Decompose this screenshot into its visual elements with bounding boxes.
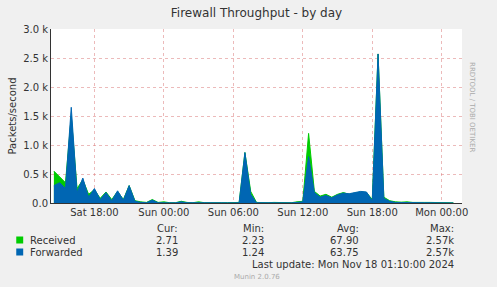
svg-text:Cur:: Cur: (157, 223, 178, 234)
svg-text:0.5 k: 0.5 k (23, 169, 48, 180)
svg-text:Mon 00:00: Mon 00:00 (415, 207, 468, 218)
svg-text:Sun 12:00: Sun 12:00 (277, 207, 328, 218)
svg-text:Firewall Throughput - by day: Firewall Throughput - by day (171, 6, 342, 20)
svg-text:Forwarded: Forwarded (30, 247, 83, 258)
svg-text:Last update: Mon Nov 18 01:10:: Last update: Mon Nov 18 01:10:00 2024 (252, 259, 454, 270)
svg-text:Packets/second: Packets/second (7, 78, 18, 155)
svg-text:RRDTOOL / TOBI OETIKER: RRDTOOL / TOBI OETIKER (468, 62, 476, 152)
svg-text:2.0 k: 2.0 k (23, 82, 48, 93)
svg-text:Munin 2.0.76: Munin 2.0.76 (234, 273, 280, 281)
svg-text:2.23: 2.23 (242, 235, 264, 246)
svg-text:Avg:: Avg: (337, 223, 359, 234)
svg-text:1.5 k: 1.5 k (23, 111, 48, 122)
svg-text:Sun 18:00: Sun 18:00 (347, 207, 398, 218)
svg-text:2.71: 2.71 (156, 235, 178, 246)
svg-text:Sun 00:00: Sun 00:00 (138, 207, 189, 218)
svg-text:3.0 k: 3.0 k (23, 24, 48, 35)
svg-text:Min:: Min: (243, 223, 264, 234)
svg-text:0.0: 0.0 (32, 198, 48, 209)
svg-text:2.57k: 2.57k (426, 247, 454, 258)
svg-text:Max:: Max: (430, 223, 454, 234)
svg-text:1.39: 1.39 (156, 247, 178, 258)
svg-text:Sun 06:00: Sun 06:00 (208, 207, 259, 218)
svg-text:1.24: 1.24 (242, 247, 264, 258)
svg-text:2.5 k: 2.5 k (23, 53, 48, 64)
svg-text:1.0 k: 1.0 k (23, 140, 48, 151)
svg-text:Received: Received (30, 235, 76, 246)
svg-text:67.90: 67.90 (330, 235, 359, 246)
svg-text:Sat 18:00: Sat 18:00 (70, 207, 118, 218)
svg-text:63.75: 63.75 (330, 247, 359, 258)
svg-text:2.57k: 2.57k (426, 235, 454, 246)
